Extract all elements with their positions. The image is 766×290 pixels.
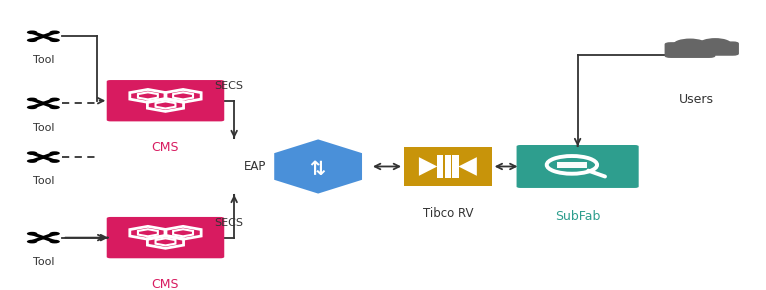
- Polygon shape: [458, 157, 477, 176]
- Text: Users: Users: [679, 93, 713, 106]
- FancyBboxPatch shape: [106, 80, 224, 122]
- Polygon shape: [30, 233, 57, 242]
- Text: Tool: Tool: [33, 123, 54, 133]
- FancyBboxPatch shape: [665, 42, 715, 58]
- Text: EAP: EAP: [244, 160, 267, 173]
- Circle shape: [27, 151, 38, 155]
- FancyBboxPatch shape: [437, 155, 444, 178]
- Circle shape: [50, 30, 60, 34]
- Circle shape: [27, 240, 38, 243]
- FancyBboxPatch shape: [692, 41, 739, 56]
- Circle shape: [50, 240, 60, 243]
- FancyBboxPatch shape: [444, 155, 451, 178]
- Polygon shape: [30, 31, 57, 41]
- Circle shape: [50, 151, 60, 155]
- FancyBboxPatch shape: [106, 217, 224, 258]
- Circle shape: [50, 159, 60, 163]
- Polygon shape: [30, 233, 57, 242]
- Circle shape: [27, 106, 38, 109]
- Text: SECS: SECS: [214, 218, 243, 228]
- Text: SECS: SECS: [214, 81, 243, 91]
- Circle shape: [27, 30, 38, 34]
- FancyBboxPatch shape: [404, 147, 492, 186]
- Polygon shape: [273, 138, 363, 195]
- Polygon shape: [30, 99, 57, 108]
- Circle shape: [27, 232, 38, 235]
- Circle shape: [27, 98, 38, 101]
- Circle shape: [699, 38, 731, 49]
- Polygon shape: [30, 152, 57, 162]
- Polygon shape: [30, 99, 57, 108]
- Polygon shape: [419, 157, 437, 176]
- Polygon shape: [30, 31, 57, 41]
- Text: CMS: CMS: [152, 278, 179, 290]
- Circle shape: [27, 38, 38, 42]
- Circle shape: [50, 232, 60, 235]
- Circle shape: [50, 106, 60, 109]
- Circle shape: [673, 39, 707, 50]
- Circle shape: [50, 38, 60, 42]
- Text: SubFab: SubFab: [555, 210, 601, 223]
- Text: Tool: Tool: [33, 257, 54, 267]
- Polygon shape: [30, 152, 57, 162]
- FancyBboxPatch shape: [516, 145, 639, 188]
- Text: ⇄: ⇄: [309, 158, 328, 175]
- Text: Tool: Tool: [33, 55, 54, 66]
- Text: Tool: Tool: [33, 176, 54, 186]
- Circle shape: [27, 159, 38, 163]
- Text: Tibco RV: Tibco RV: [423, 207, 473, 220]
- FancyBboxPatch shape: [453, 155, 459, 178]
- Text: CMS: CMS: [152, 141, 179, 154]
- Circle shape: [50, 98, 60, 101]
